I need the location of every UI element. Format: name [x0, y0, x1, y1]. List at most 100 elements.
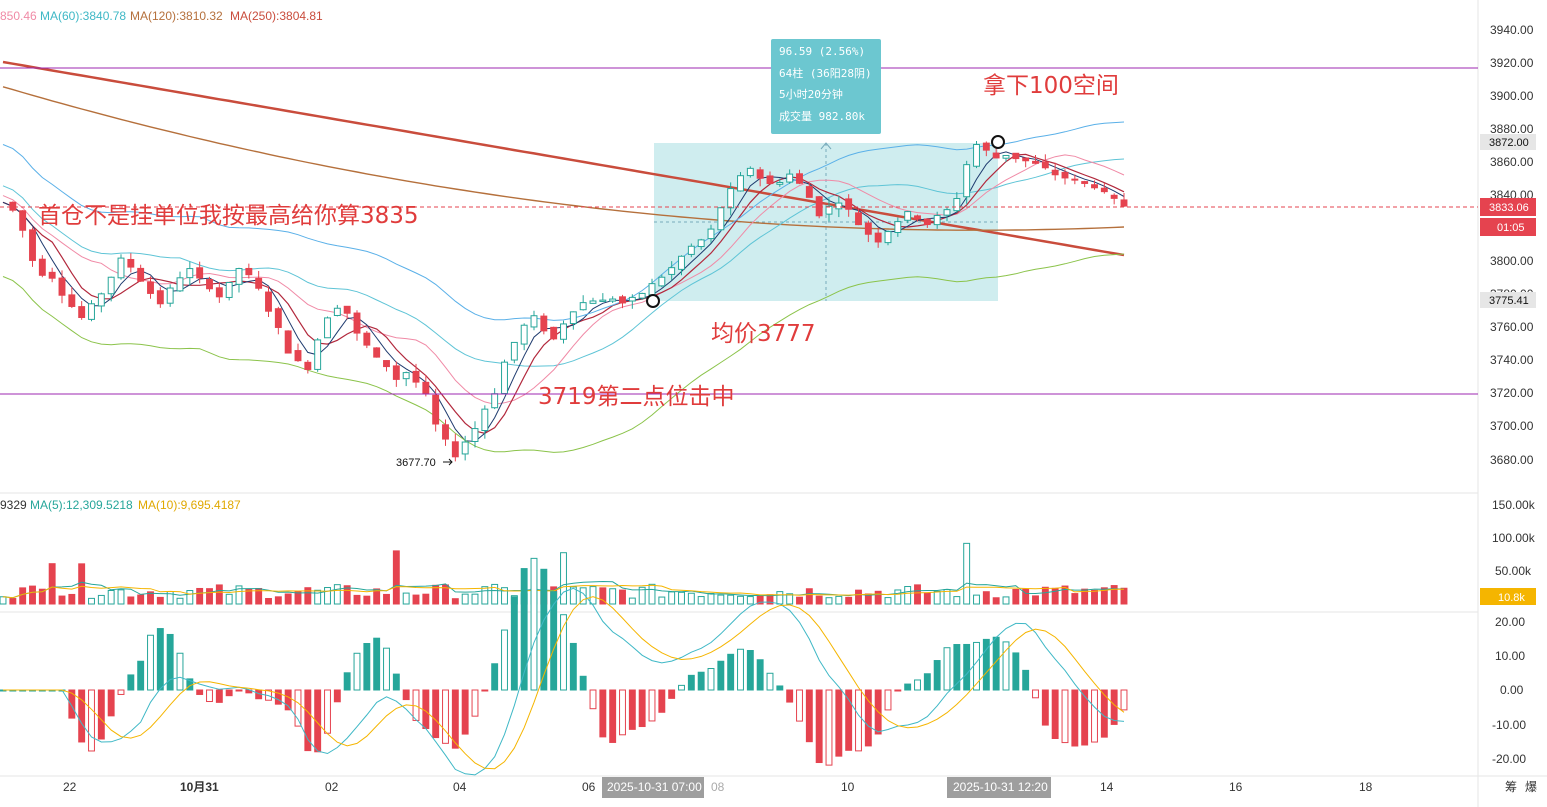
macd-bar	[1061, 689, 1069, 744]
volume-bar	[1002, 596, 1010, 605]
candle-body	[864, 222, 872, 235]
exit-marker[interactable]	[991, 135, 1005, 149]
volume-bar	[687, 592, 695, 605]
macd-bar	[766, 672, 774, 691]
candle-body	[451, 441, 459, 458]
candle-body	[255, 277, 263, 289]
candle-body	[48, 271, 56, 279]
volume-bar	[373, 588, 381, 605]
macd-bar	[442, 689, 449, 744]
volume-bar	[97, 594, 105, 605]
macd-bar	[284, 689, 292, 711]
macd-bar	[894, 689, 902, 692]
measure-arrow-icon	[820, 142, 832, 150]
candle-body	[786, 173, 794, 183]
volume-bar	[265, 598, 272, 605]
macd-tick: 20.00	[1495, 615, 1525, 629]
candle-body	[225, 281, 233, 298]
volume-bar	[805, 588, 813, 605]
macd-bar	[451, 689, 459, 749]
volume-bar	[333, 584, 341, 605]
candle-body	[402, 372, 410, 380]
macd-bar	[717, 660, 725, 691]
candle-body	[953, 198, 961, 212]
macd-bar	[294, 689, 302, 727]
legend-ma60: MA(60):3840.78	[40, 9, 126, 23]
macd-axis[interactable]: 20.00 10.00 0.00 -10.00 -20.00	[1492, 615, 1526, 766]
candle-body	[1110, 194, 1118, 199]
volume-axis[interactable]: 150.00k 100.00k 50.00k 10.8k	[1480, 498, 1536, 605]
macd-bar	[481, 689, 489, 692]
candle-body	[933, 215, 941, 226]
volume-bar	[451, 598, 459, 605]
macd-tick: 0.00	[1500, 683, 1524, 697]
candle-body	[668, 267, 676, 275]
macd-bar	[343, 672, 351, 691]
corner-label-burst[interactable]: 爆	[1525, 780, 1537, 794]
candle-body	[599, 299, 607, 302]
entry-marker[interactable]	[646, 294, 660, 308]
legend-vol-ma5: MA(5):12,309.5218	[30, 498, 133, 512]
volume-bar	[737, 595, 744, 605]
volume-bar	[560, 552, 567, 605]
candle-body	[540, 315, 548, 332]
macd-dea-line	[3, 596, 1125, 770]
corner-label-chip[interactable]: 筹	[1505, 780, 1517, 794]
candle-body	[353, 312, 361, 334]
volume-bar	[29, 585, 36, 605]
volume-bar	[727, 594, 735, 605]
volume-bar	[609, 588, 617, 605]
candle-body	[1100, 187, 1108, 193]
candle-body	[324, 317, 331, 339]
legend-ma120: MA(120):3810.32	[130, 9, 223, 23]
volume-bar	[835, 595, 843, 605]
price-axis[interactable]: 3940.00 3920.00 3900.00 3880.00 3860.00 …	[1480, 23, 1536, 467]
volume-bar	[619, 589, 626, 605]
time-label: 04	[453, 780, 467, 794]
candle-body	[117, 257, 125, 279]
time-highlight-start	[602, 777, 704, 798]
candle-body	[1071, 178, 1079, 181]
volume-bar	[628, 597, 636, 605]
time-label: 06	[582, 780, 596, 794]
price-tick: 3760.00	[1490, 320, 1534, 334]
candle-body	[1022, 157, 1030, 162]
price-tick: 3680.00	[1490, 453, 1534, 467]
tooltip-change: 96.59 (2.56%)	[779, 45, 865, 58]
candle-body	[776, 181, 784, 185]
macd-bar	[422, 689, 430, 729]
macd-bar	[815, 689, 823, 764]
candle-body	[648, 283, 656, 296]
candle-body	[628, 296, 636, 302]
candle-body	[973, 144, 980, 167]
volume-bar	[1110, 585, 1118, 605]
candle-body	[363, 332, 371, 346]
macd-bar	[501, 629, 508, 691]
candle-body	[1051, 169, 1059, 176]
volume-bar	[412, 594, 420, 605]
time-label: 10月31	[180, 780, 219, 794]
macd-bar	[560, 614, 567, 691]
macd-bar	[461, 689, 469, 735]
macd-bar	[579, 675, 587, 691]
ma120-line	[2, 86, 1125, 231]
candle-body	[510, 341, 518, 361]
volume-bar	[776, 591, 784, 605]
macd-bar	[550, 591, 558, 691]
macd-bar	[796, 689, 803, 722]
candle-body	[1061, 171, 1069, 179]
volume-bar	[982, 591, 990, 605]
macd-bar	[510, 596, 518, 691]
price-tick: 3740.00	[1490, 353, 1534, 367]
tooltip-volume: 成交量 982.80k	[779, 109, 865, 123]
volume-bar	[845, 596, 853, 605]
volume-bar	[78, 563, 86, 605]
time-highlight-end-text: 2025-10-31 12:20	[953, 780, 1048, 794]
volume-bar	[1061, 585, 1069, 605]
candle-body	[894, 221, 902, 233]
time-axis[interactable]: 22 10月31 02 04 06 2025-10-31 07:00 08 10…	[63, 777, 1537, 798]
countdown-tag	[1480, 218, 1536, 236]
macd-bar	[776, 685, 784, 691]
volume-bar	[442, 584, 449, 605]
